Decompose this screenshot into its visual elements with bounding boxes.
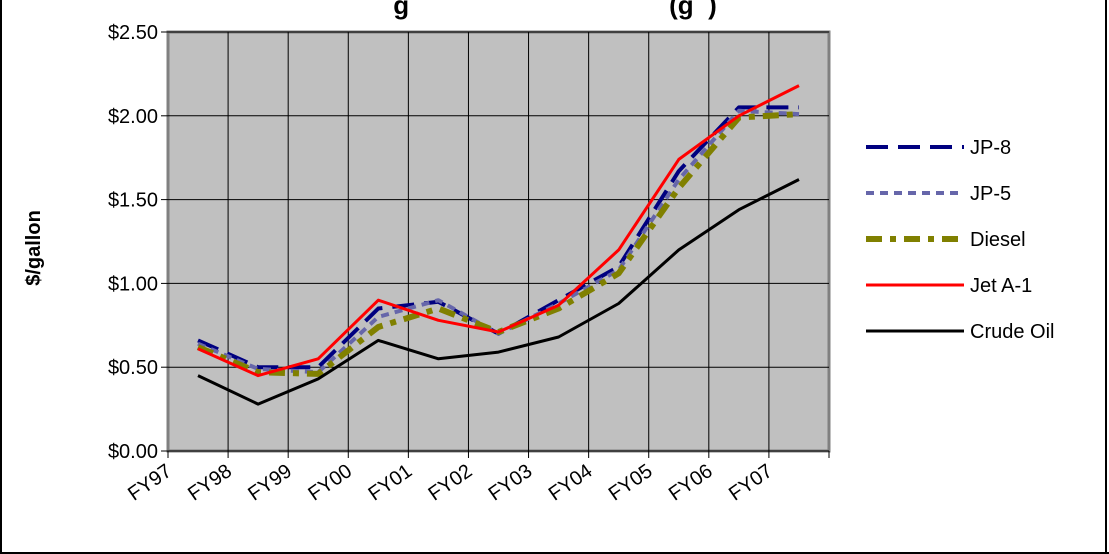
- legend-label: JP-5: [970, 183, 1011, 205]
- x-tick-label: FY06: [665, 460, 717, 505]
- y-tick-label: $1.50: [108, 190, 158, 212]
- series-line-crude-oil: [197, 178, 800, 406]
- y-tick-label: $1.00: [108, 273, 158, 295]
- series-line-jet-a-1: [197, 84, 800, 378]
- x-tick-label: FY00: [304, 460, 356, 505]
- x-tick-label: FY98: [184, 460, 236, 505]
- x-tick-label: FY05: [605, 460, 657, 505]
- y-axis-label: $/gallon: [23, 210, 45, 286]
- y-axis-ticks: $0.00 $0.50 $1.00 $1.50 $2.00 $2.50: [108, 22, 168, 463]
- plot-background: [166, 30, 831, 453]
- chart-title: g (g ): [393, 0, 717, 20]
- legend-label: Diesel: [970, 229, 1026, 251]
- x-tick-label: FY01: [364, 460, 416, 505]
- legend: JP-8 JP-5 Diesel Jet A-1 Crude Oil: [866, 137, 1054, 343]
- y-tick-label: $2.50: [108, 22, 158, 44]
- series-lines: [196, 84, 800, 406]
- x-tick-label: FY07: [725, 460, 777, 505]
- legend-label: JP-8: [970, 137, 1011, 159]
- x-tick-label: FY04: [545, 460, 597, 505]
- legend-label: Crude Oil: [970, 321, 1054, 343]
- y-tick-label: $0.50: [108, 357, 158, 379]
- y-tick-label: $2.00: [108, 106, 158, 128]
- x-tick-label: FY99: [244, 460, 296, 505]
- legend-label: Jet A-1: [970, 275, 1032, 297]
- y-tick-label: $0.00: [108, 441, 158, 463]
- chart-frame-right-border: [1105, 0, 1107, 554]
- x-tick-label: FY97: [124, 460, 176, 505]
- x-axis-ticks: FY97 FY98 FY99 FY00 FY01 FY02 FY03 FY04 FY05 FY06…: [124, 450, 830, 506]
- x-tick-label: FY02: [425, 460, 477, 505]
- plot-area: [166, 30, 831, 453]
- x-tick-label: FY03: [485, 460, 537, 505]
